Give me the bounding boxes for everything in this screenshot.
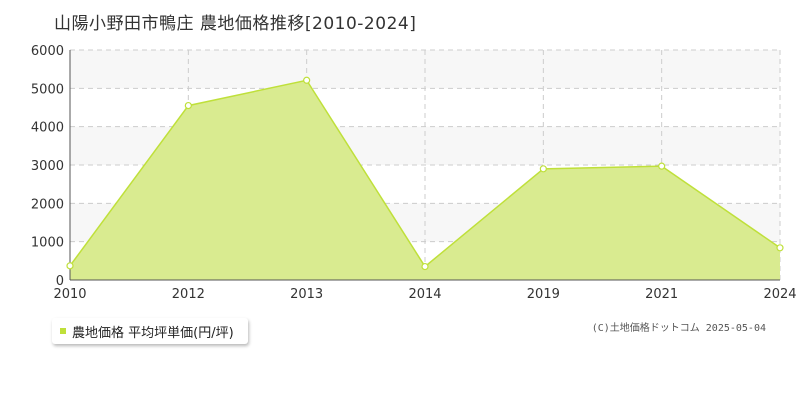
y-tick-label: 3000 (31, 159, 64, 174)
data-point (539, 165, 547, 173)
x-axis-ticks: 2010 2012 2013 2014 2019 2021 2024 (53, 287, 796, 302)
data-point (776, 244, 784, 252)
legend-swatch (60, 328, 66, 334)
x-tick-label: 2021 (645, 287, 678, 302)
series-area (70, 80, 780, 281)
data-points (66, 76, 784, 271)
x-tick-label: 2013 (290, 287, 323, 302)
y-tick-label: 2000 (31, 197, 64, 212)
chart-title: 山陽小野田市鴨庄 農地価格推移[2010-2024] (54, 14, 417, 34)
data-point (658, 162, 666, 170)
x-tick-label: 2024 (763, 287, 796, 302)
legend: 農地価格 平均坪単価(円/坪) (52, 318, 248, 344)
data-point (66, 262, 74, 270)
legend-label: 農地価格 平均坪単価(円/坪) (72, 325, 234, 341)
data-point (184, 101, 192, 110)
copyright-text: (C)土地価格ドットコム 2025-05-04 (591, 323, 766, 334)
y-tick-label: 1000 (31, 236, 64, 251)
y-tick-label: 4000 (31, 121, 64, 136)
y-axis-ticks: 0 1000 2000 3000 4000 5000 6000 (31, 44, 64, 289)
data-point (421, 262, 429, 271)
y-tick-label: 6000 (31, 44, 64, 59)
y-tick-label: 5000 (31, 82, 64, 97)
x-tick-label: 2019 (527, 287, 560, 302)
x-tick-label: 2012 (172, 287, 205, 302)
axes (69, 50, 780, 281)
data-point (303, 76, 311, 84)
x-tick-label: 2014 (408, 287, 441, 302)
y-tick-label: 0 (56, 274, 64, 289)
x-tick-label: 2010 (53, 287, 86, 302)
